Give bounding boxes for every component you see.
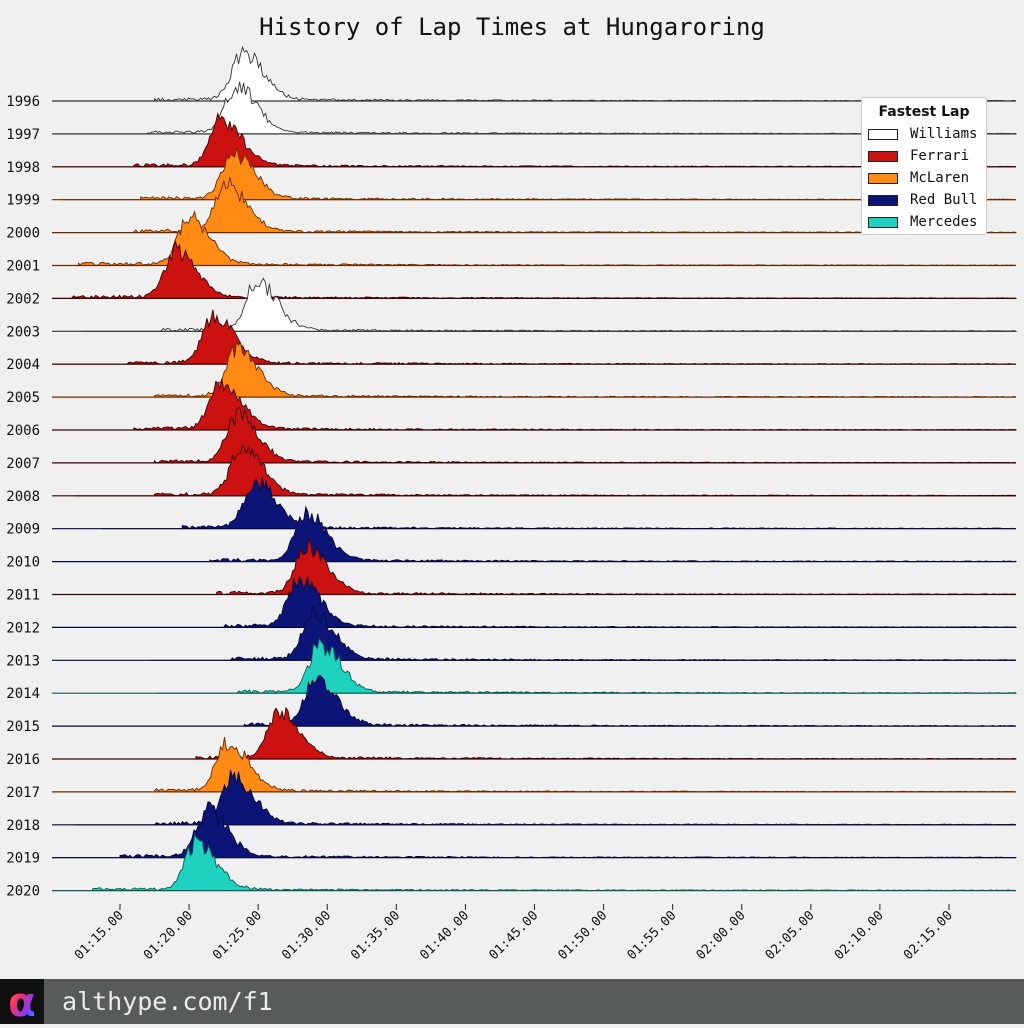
year-label-2020: 2020 — [6, 884, 40, 900]
x-tick-label: 01:35.00 — [348, 908, 403, 963]
year-label-2016: 2016 — [6, 752, 40, 768]
year-label-2006: 2006 — [6, 423, 40, 439]
ridge-2003 — [81, 277, 1018, 332]
legend-title: Fastest Lap — [878, 104, 970, 120]
legend-item-ferrari: Ferrari — [868, 148, 986, 166]
x-tick-label: 02:15.00 — [901, 908, 956, 963]
year-label-2000: 2000 — [6, 226, 40, 242]
ridge-2020 — [52, 832, 1017, 892]
year-label-2011: 2011 — [6, 588, 40, 604]
x-tick-label: 01:20.00 — [141, 908, 196, 963]
year-label-2010: 2010 — [6, 555, 40, 571]
legend-label: Red Bull — [910, 192, 978, 208]
legend: Fastest Lap Williams Ferrari McLaren Red… — [861, 97, 987, 235]
x-tick-label: 01:25.00 — [210, 908, 265, 963]
legend-label: Ferrari — [910, 148, 970, 164]
ridge-2016 — [116, 706, 1017, 760]
x-tick-label: 01:40.00 — [417, 908, 472, 963]
year-label-2019: 2019 — [6, 851, 40, 867]
year-label-1997: 1997 — [6, 127, 40, 143]
year-label-2015: 2015 — [6, 719, 40, 735]
year-label-2001: 2001 — [6, 259, 40, 275]
x-tick-label: 01:50.00 — [556, 908, 611, 963]
x-tick-label: 01:15.00 — [72, 908, 127, 963]
year-label-2007: 2007 — [6, 456, 40, 472]
year-label-2012: 2012 — [6, 620, 40, 636]
year-label-1996: 1996 — [6, 94, 40, 110]
ridge-2014 — [157, 636, 1018, 694]
legend-label: Williams — [910, 126, 978, 142]
year-label-1999: 1999 — [6, 193, 40, 209]
ridgeline-chart: History of Lap Times at Hungaroring 1996… — [6, 13, 1018, 963]
year-label-2002: 2002 — [6, 291, 40, 307]
ridge-2015 — [164, 675, 1017, 727]
ridge-1996 — [74, 45, 1017, 102]
ridge-2008 — [74, 442, 1017, 497]
ridge-2006 — [53, 378, 1017, 431]
legend-item-williams: Williams — [868, 126, 986, 144]
ridge-2012 — [143, 575, 1018, 629]
year-label-2014: 2014 — [6, 686, 40, 702]
x-tick-label: 01:55.00 — [625, 908, 680, 963]
legend-item-mercedes: Mercedes — [868, 214, 986, 232]
legend-swatch — [868, 195, 898, 206]
x-tick-label: 01:30.00 — [279, 908, 334, 963]
ridge-2011 — [136, 536, 1017, 596]
legend-swatch — [868, 129, 898, 140]
logo-glyph: α — [8, 980, 35, 1024]
x-tick-label: 02:10.00 — [832, 908, 887, 963]
year-label-2008: 2008 — [6, 489, 40, 505]
ridge-series-group — [52, 45, 1018, 892]
legend-item-red-bull: Red Bull — [868, 192, 986, 210]
legend-label: Mercedes — [910, 214, 978, 230]
legend-swatch — [868, 217, 898, 228]
legend-swatch — [868, 151, 898, 162]
chart-title: History of Lap Times at Hungaroring — [259, 13, 765, 41]
x-tick-label: 02:00.00 — [694, 908, 749, 963]
althype-logo[interactable]: α — [0, 979, 44, 1026]
year-label-2004: 2004 — [6, 357, 40, 373]
legend-swatch — [868, 173, 898, 184]
alpha-logo-icon: α — [8, 980, 35, 1026]
year-label-2017: 2017 — [6, 785, 40, 801]
year-label-2003: 2003 — [6, 324, 40, 340]
year-label-2018: 2018 — [6, 818, 40, 834]
year-label-2009: 2009 — [6, 522, 40, 538]
x-tick-label: 02:05.00 — [763, 908, 818, 963]
x-axis-ticks: 01:15.00 01:20.00 01:25.00 01:30.00 01:35.00… — [72, 904, 956, 963]
year-label-1998: 1998 — [6, 160, 40, 176]
footer-url-link[interactable]: althype.com/f1 — [62, 987, 273, 1016]
x-tick-label: 01:45.00 — [486, 908, 541, 963]
ridge-2017 — [74, 737, 1017, 793]
year-label-2013: 2013 — [6, 653, 40, 669]
footer-bar: α althype.com/f1 — [0, 979, 1024, 1026]
year-label-2005: 2005 — [6, 390, 40, 406]
legend-item-mclaren: McLaren — [868, 170, 986, 188]
legend-label: McLaren — [910, 170, 970, 186]
ridge-2004 — [52, 309, 1017, 365]
year-labels: 1996 1997 1998 1999 2000 2001 2002 2003 2004 2005… — [6, 94, 40, 900]
